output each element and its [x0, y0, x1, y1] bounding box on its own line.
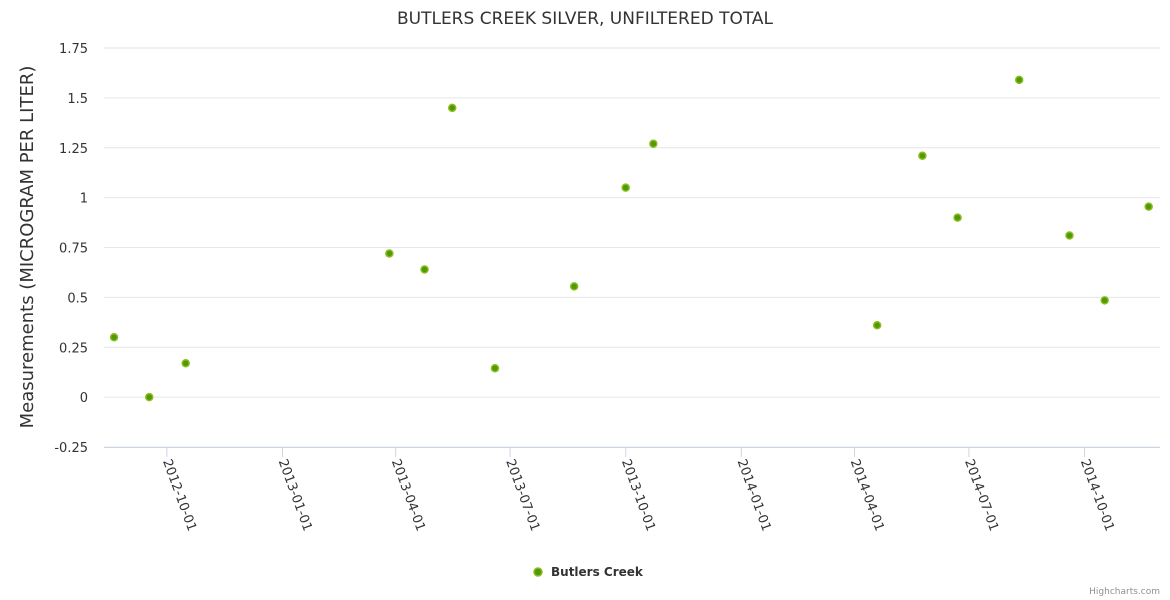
legend-item-butlers-creek[interactable]: Butlers Creek — [533, 565, 644, 579]
data-point[interactable] — [385, 249, 394, 258]
y-tick-label: 0.75 — [59, 242, 88, 257]
credits-link[interactable]: Highcharts.com — [1089, 587, 1160, 597]
data-point[interactable] — [1014, 75, 1024, 85]
data-point[interactable] — [181, 358, 190, 368]
x-tick-label: 2013-10-01 — [618, 457, 658, 533]
x-tick-label: 2014-04-01 — [847, 457, 887, 533]
x-tick-label: 2014-07-01 — [961, 457, 1001, 533]
x-tick-label: 2013-07-01 — [502, 457, 542, 533]
legend-marker — [533, 567, 543, 577]
x-tick-label: 2012-10-01 — [159, 457, 199, 533]
data-point[interactable] — [109, 333, 119, 342]
y-tick-label: 0.5 — [67, 291, 88, 306]
chart-title: BUTLERS CREEK SILVER, UNFILTERED TOTAL — [397, 9, 774, 29]
y-axis-label: Measurements (MICROGRAM PER LITER) — [17, 66, 38, 429]
data-point[interactable] — [1100, 296, 1109, 305]
data-point[interactable] — [953, 213, 962, 222]
data-point[interactable] — [420, 265, 429, 274]
data-point[interactable] — [1065, 231, 1074, 240]
y-tick-label: -0.25 — [54, 441, 88, 456]
data-point[interactable] — [872, 321, 882, 330]
data-point[interactable] — [918, 151, 927, 160]
data-point[interactable] — [649, 139, 658, 149]
y-tick-label: 0.25 — [59, 341, 88, 356]
data-point[interactable] — [1144, 202, 1153, 211]
y-tick-label: 1 — [80, 192, 88, 207]
data-point[interactable] — [145, 392, 154, 402]
y-tick-label: 0 — [80, 391, 88, 406]
y-tick-label: 1.5 — [67, 92, 88, 107]
data-point[interactable] — [447, 103, 457, 113]
x-tick-label: 2013-01-01 — [275, 457, 315, 533]
x-tick-label: 2014-10-01 — [1077, 457, 1117, 533]
y-tick-label: 1.75 — [59, 42, 88, 57]
data-point[interactable] — [621, 183, 630, 192]
y-tick-label: 1.25 — [59, 142, 88, 157]
data-point[interactable] — [569, 282, 579, 291]
x-tick-label: 2014-01-01 — [734, 457, 774, 533]
data-point[interactable] — [490, 363, 500, 373]
x-tick-label: 2013-04-01 — [388, 457, 428, 533]
legend-label: Butlers Creek — [551, 565, 644, 579]
